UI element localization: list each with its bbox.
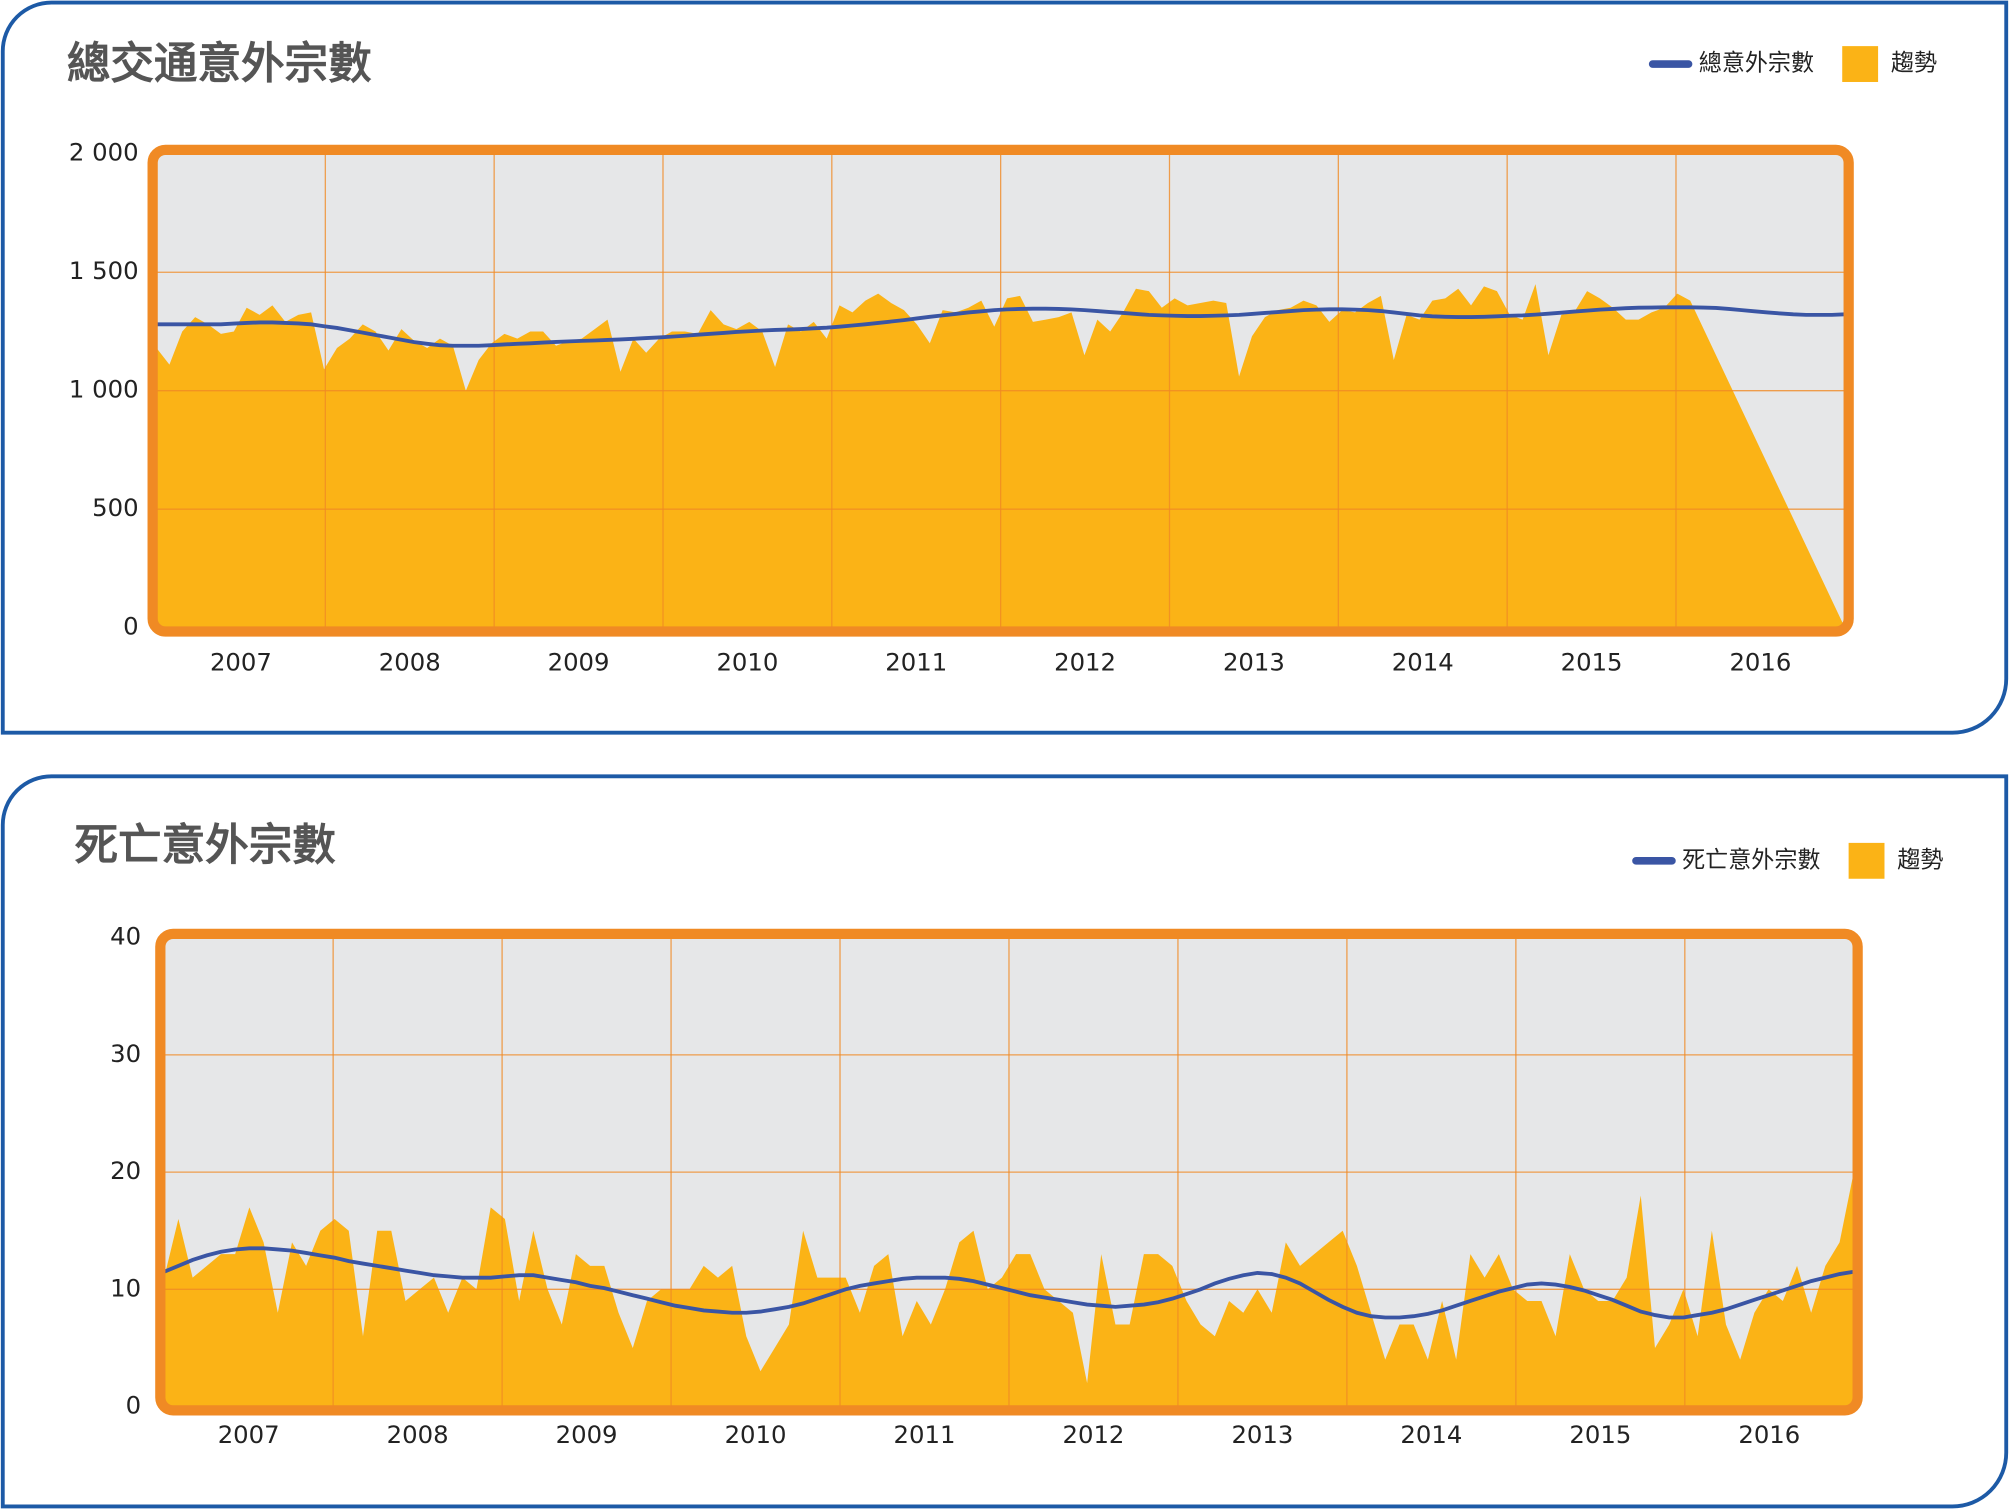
y-tick-label: 1 000 [69, 375, 139, 404]
x-tick-label: 2009 [548, 648, 610, 677]
x-tick-label: 2012 [1063, 1420, 1125, 1449]
x-tick-label: 2013 [1223, 648, 1285, 677]
y-tick-label: 40 [110, 922, 141, 951]
plot-border [155, 928, 1863, 1416]
x-tick-label: 2016 [1729, 648, 1791, 677]
plot-border [147, 144, 1854, 637]
chart-title: 總交通意外宗數 [67, 40, 372, 90]
legend-label: 死亡意外宗數 [1682, 847, 1820, 873]
y-tick-label: 10 [110, 1273, 141, 1302]
x-tick-label: 2008 [387, 1420, 449, 1449]
legend-label: 總意外宗數 [1699, 51, 1814, 77]
y-tick-label: 0 [126, 1391, 141, 1420]
x-tick-label: 2015 [1569, 1420, 1631, 1449]
x-tick-label: 2007 [218, 1420, 280, 1449]
x-tick-label: 2010 [725, 1420, 787, 1449]
x-tick-label: 2014 [1400, 1420, 1462, 1449]
x-tick-label: 2013 [1231, 1420, 1293, 1449]
y-tick-label: 2 000 [69, 138, 139, 167]
y-tick-label: 30 [110, 1039, 141, 1068]
x-tick-label: 2008 [379, 648, 441, 677]
x-tick-label: 2014 [1392, 648, 1454, 677]
x-tick-label: 2011 [885, 648, 947, 677]
x-tick-label: 2012 [1054, 648, 1116, 677]
y-tick-label: 20 [110, 1156, 141, 1185]
x-tick-label: 2015 [1561, 648, 1623, 677]
x-tick-label: 2016 [1738, 1420, 1800, 1449]
legend-label: 趨勢 [1897, 847, 1943, 873]
line [163, 1246, 1855, 1320]
x-tick-label: 2009 [556, 1420, 618, 1449]
line [156, 305, 1845, 348]
y-tick-label: 1 500 [69, 256, 139, 285]
x-tick-label: 2007 [210, 648, 272, 677]
chart-title: 死亡意外宗數 [75, 821, 337, 871]
legend-swatch [1842, 46, 1879, 82]
y-tick-label: 0 [123, 612, 138, 641]
legend-label: 趨勢 [1891, 51, 1937, 77]
legend-swatch [1848, 842, 1885, 879]
x-tick-label: 2011 [894, 1420, 956, 1449]
x-tick-label: 2010 [716, 648, 778, 677]
y-tick-label: 500 [92, 493, 138, 522]
